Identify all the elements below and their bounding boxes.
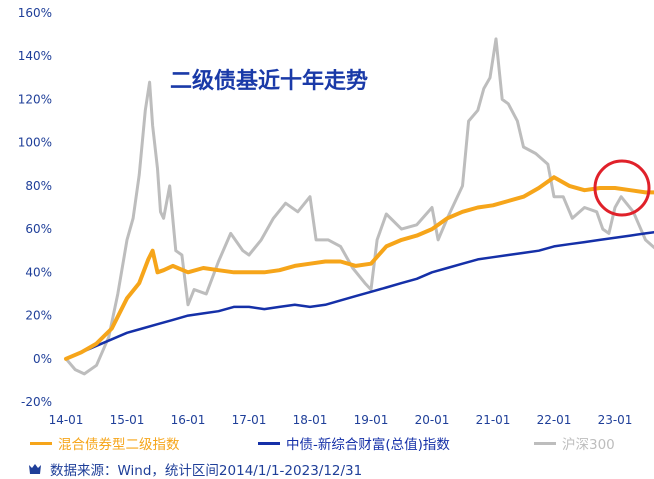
y-tick-label: 120% (18, 92, 52, 106)
y-axis: 160% 140% 120% 100% 80% 60% 40% 20% 0% -20% (18, 6, 52, 409)
x-tick-label: 18-01 (293, 413, 328, 427)
series-lines (64, 37, 654, 376)
x-tick-label: 16-01 (171, 413, 206, 427)
y-tick-label: 80% (25, 179, 52, 193)
database-icon (29, 463, 41, 474)
legend-item-china-bond: 中债-新综合财富(总值)指数 (258, 433, 450, 453)
x-tick-label: 19-01 (354, 413, 389, 427)
x-axis: 14-01 15-01 16-01 17-01 18-01 19-01 20-01 21-01… (49, 413, 633, 427)
highlight-circle (593, 159, 651, 217)
x-tick-label: 22-01 (537, 413, 572, 427)
x-tick-label: 20-01 (415, 413, 450, 427)
y-tick-label: 60% (25, 222, 52, 236)
legend-label: 中债-新综合财富(总值)指数 (286, 437, 450, 453)
chart-area: 二级债基近十年走势 160% 140% 120% 100% 80% 60% 40% 20% 0%… (18, 6, 654, 427)
x-tick-label: 14-01 (49, 413, 84, 427)
x-tick-label: 21-01 (476, 413, 511, 427)
legend-swatch-orange (30, 441, 52, 445)
y-tick-label: 0% (33, 352, 52, 366)
series-line-2 (64, 37, 654, 376)
y-tick-label: -20% (21, 395, 52, 409)
y-tick-label: 100% (18, 136, 52, 150)
y-tick-label: 40% (25, 265, 52, 279)
legend-label: 混合债券型二级指数 (58, 437, 180, 453)
y-tick-label: 160% (18, 6, 52, 20)
series-line-0 (64, 175, 654, 361)
x-tick-label: 15-01 (110, 413, 145, 427)
legend-item-mixed-bond: 混合债券型二级指数 (30, 433, 180, 453)
legend-label: 沪深300 (562, 437, 615, 453)
legend-swatch-blue (258, 441, 280, 445)
legend-item-csi300: 沪深300 (534, 433, 615, 453)
chart-title: 二级债基近十年走势 (170, 68, 368, 94)
x-tick-label: 23-01 (598, 413, 633, 427)
series-line-1 (64, 230, 654, 361)
source-note: 数据来源：Wind，统计区间2014/1/1-2023/12/31 (28, 459, 362, 479)
y-tick-label: 140% (18, 49, 52, 63)
x-tick-label: 17-01 (232, 413, 267, 427)
y-tick-label: 20% (25, 309, 52, 323)
legend: 混合债券型二级指数 中债-新综合财富(总值)指数 沪深300 (0, 433, 654, 453)
legend-swatch-gray (534, 441, 556, 445)
source-text: 数据来源：Wind，统计区间2014/1/1-2023/12/31 (50, 463, 363, 479)
